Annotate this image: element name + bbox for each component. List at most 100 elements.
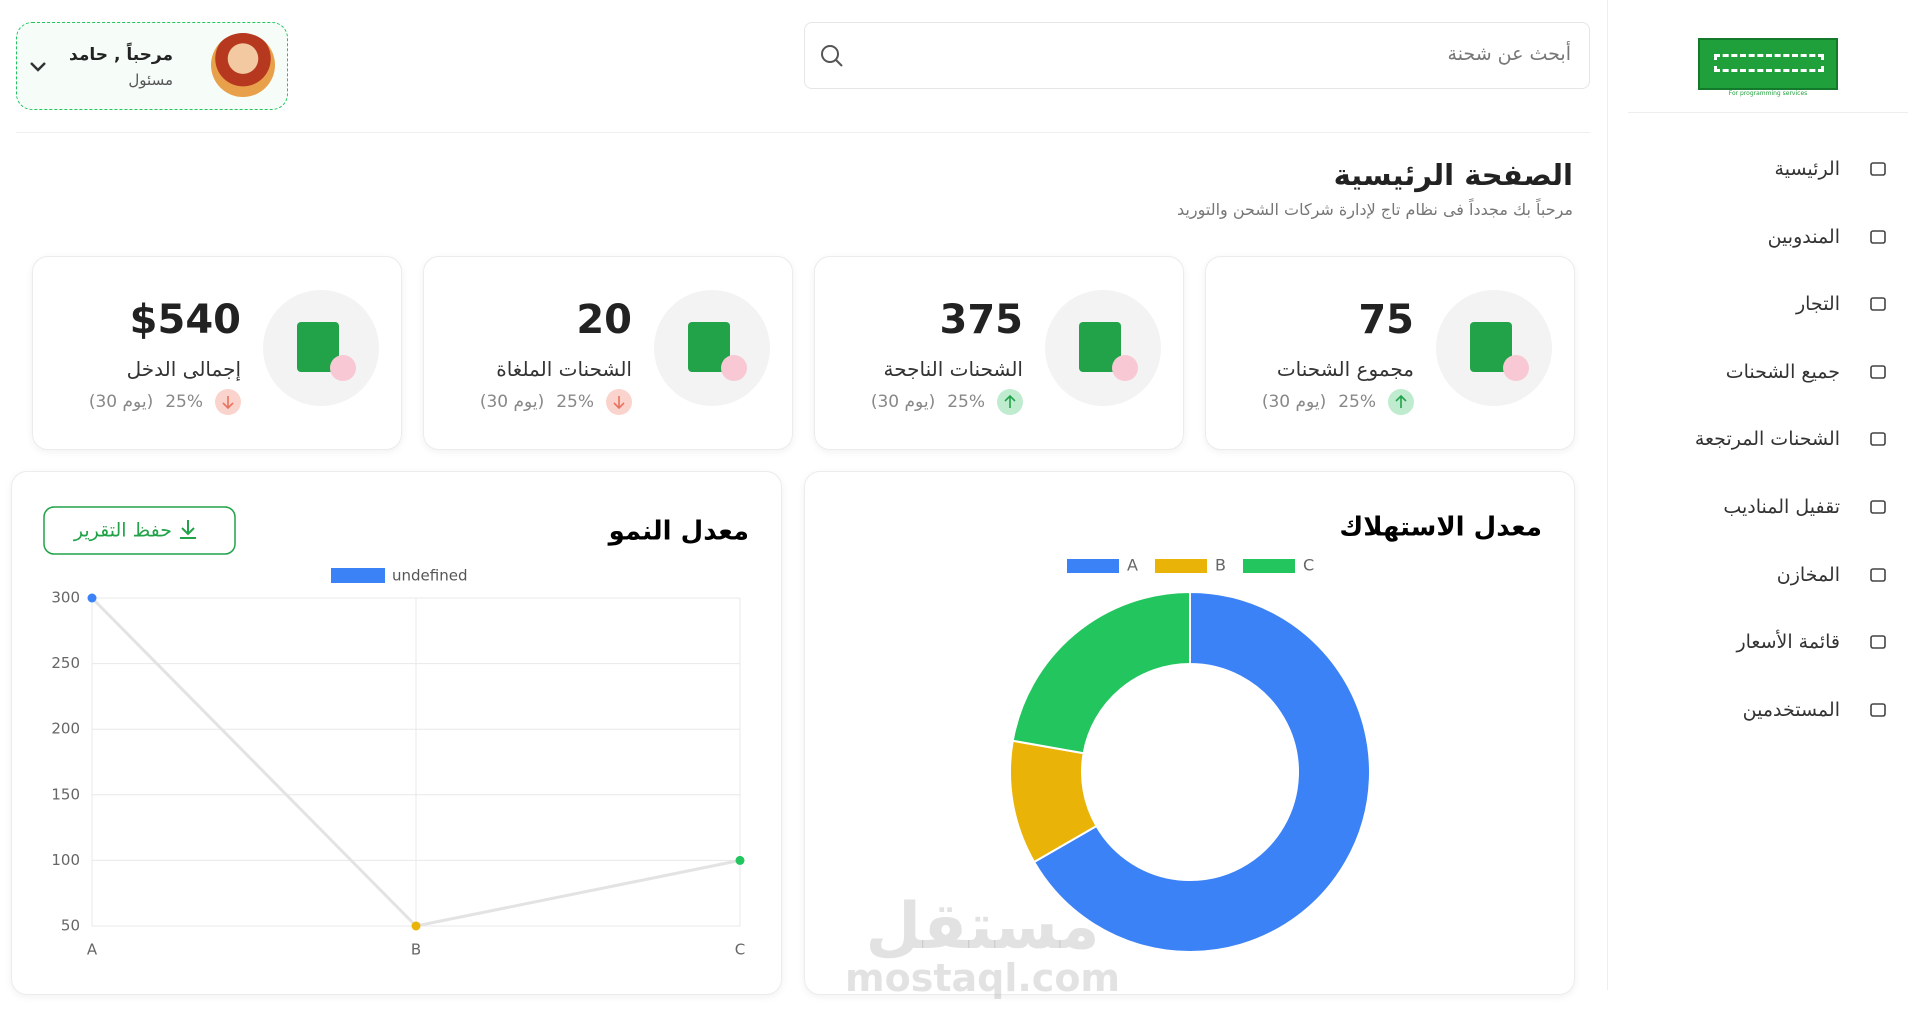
data-point bbox=[411, 921, 421, 931]
icon-badge bbox=[1503, 355, 1529, 381]
stat-icon bbox=[263, 290, 379, 406]
stat-value: 75 bbox=[1358, 297, 1414, 343]
trend-icon bbox=[215, 389, 241, 415]
x-tick-label: A bbox=[87, 941, 98, 959]
stat-change-row: 25% (30 يوم) bbox=[480, 389, 632, 415]
nav-item[interactable]: تقفيل المناديب bbox=[1628, 487, 1888, 527]
icon-shape bbox=[1870, 364, 1886, 379]
save-button-label: حفظ التقرير bbox=[73, 520, 172, 542]
nav-label: التجار bbox=[1795, 293, 1840, 316]
trend-arrow bbox=[613, 396, 625, 410]
icon-badge bbox=[721, 355, 747, 381]
y-tick-label: 300 bbox=[51, 589, 80, 607]
nav-label: المخازن bbox=[1776, 563, 1840, 586]
x-tick-label: C bbox=[735, 941, 745, 959]
watermark-latin: mostaql.com bbox=[845, 956, 1121, 1000]
nav-label: جميع الشحنات bbox=[1725, 360, 1840, 383]
legend-swatch bbox=[1243, 559, 1295, 573]
stat-change: 25% bbox=[1338, 392, 1376, 412]
legend-label: B bbox=[1215, 556, 1226, 575]
watermark-arabic: مستقل bbox=[865, 890, 1100, 964]
stat-period: (30 يوم) bbox=[870, 392, 936, 412]
icon-body bbox=[1470, 322, 1512, 372]
legend-label: undefined bbox=[392, 567, 467, 585]
search-box[interactable]: أبحث عن شحنة bbox=[804, 22, 1590, 89]
trend-arrow bbox=[1395, 394, 1407, 408]
chart-title: معدل النمو bbox=[607, 517, 749, 547]
user-box[interactable]: مرحباً , حامد مسئول bbox=[16, 22, 288, 110]
stat-change-row: 25% (30 يوم) bbox=[89, 389, 241, 415]
nav-label: الشحنات المرتجعة bbox=[1694, 428, 1840, 451]
legend-label: A bbox=[1127, 556, 1138, 575]
sidebar: For programming services الرئيسية المندوب… bbox=[1608, 0, 1908, 1023]
x-tick-label: B bbox=[411, 941, 421, 959]
donut-slice bbox=[1032, 590, 1371, 953]
sidebar-border bbox=[1607, 0, 1608, 990]
dropdown-icon[interactable] bbox=[27, 55, 49, 77]
icon-shape bbox=[1870, 635, 1886, 649]
stat-change-row: 25% (30 يوم) bbox=[1262, 389, 1414, 415]
line-card: معدل النمو حفظ التقرير undefined 50 100 150 20… bbox=[11, 471, 782, 995]
stat-card: $540 إجمالى الدخل 25% (30 يوم) bbox=[32, 256, 402, 450]
legend-swatch bbox=[1155, 559, 1207, 573]
stat-icon bbox=[1045, 290, 1161, 406]
stat-label: إجمالى الدخل bbox=[126, 357, 241, 381]
nav-label: قائمة الأسعار bbox=[1736, 631, 1840, 654]
nav-icon bbox=[1870, 364, 1886, 379]
stat-label: مجموع الشحنات bbox=[1276, 357, 1414, 381]
logo-mark bbox=[1714, 54, 1824, 72]
data-point bbox=[87, 593, 97, 603]
y-tick-label: 50 bbox=[61, 917, 80, 935]
nav-item[interactable]: قائمة الأسعار bbox=[1628, 622, 1888, 662]
donut-card: معدل الاستهلاك A B C bbox=[804, 471, 1575, 995]
logo-caption: For programming services bbox=[1728, 90, 1808, 97]
trend-arrow bbox=[1004, 394, 1016, 408]
icon-shape bbox=[1870, 162, 1886, 176]
icon-body bbox=[688, 322, 730, 372]
nav-label: المستخدمين bbox=[1742, 698, 1840, 721]
legend-swatch bbox=[331, 568, 385, 583]
trend-arrow bbox=[222, 396, 234, 410]
data-point bbox=[735, 855, 745, 865]
y-tick-label: 100 bbox=[51, 851, 80, 869]
stat-period: (30 يوم) bbox=[479, 392, 545, 412]
line-chart: معدل النمو حفظ التقرير undefined 50 100 150 20… bbox=[43, 506, 749, 959]
nav-item[interactable]: الشحنات المرتجعة bbox=[1628, 419, 1888, 459]
logo[interactable] bbox=[1698, 38, 1838, 90]
y-tick-label: 200 bbox=[51, 720, 80, 738]
icon-shape bbox=[1870, 229, 1886, 244]
icon-badge bbox=[330, 355, 356, 381]
stat-value: 20 bbox=[576, 297, 632, 343]
nav-item[interactable]: المخازن bbox=[1628, 555, 1888, 595]
donut-chart: معدل الاستهلاك A B C bbox=[1009, 513, 1542, 953]
icon-body bbox=[1079, 322, 1121, 372]
nav-icon bbox=[1870, 635, 1886, 649]
header-divider bbox=[16, 132, 1590, 133]
divider bbox=[1628, 112, 1908, 113]
y-tick-label: 250 bbox=[51, 654, 80, 672]
stat-change: 25% bbox=[556, 392, 594, 412]
nav-item[interactable]: المندوبين bbox=[1628, 217, 1888, 257]
nav-label: تقفيل المناديب bbox=[1723, 496, 1840, 518]
nav-item[interactable]: الرئيسية bbox=[1628, 149, 1888, 189]
nav-icon bbox=[1870, 162, 1886, 176]
stat-card: 375 الشحنات الناجحة 25% (30 يوم) bbox=[814, 256, 1184, 450]
stat-period: (30 يوم) bbox=[1261, 392, 1327, 412]
stat-label: الشحنات الملغاة bbox=[496, 357, 632, 381]
watermark: مستقل mostaql.com bbox=[845, 895, 1120, 997]
icon-body bbox=[297, 322, 339, 372]
save-button[interactable] bbox=[43, 506, 236, 555]
stat-value: 375 bbox=[939, 297, 1024, 343]
stat-change: 25% bbox=[947, 392, 985, 412]
nav-item[interactable]: جميع الشحنات bbox=[1628, 352, 1888, 392]
nav-item[interactable]: التجار bbox=[1628, 284, 1888, 324]
stat-card: 20 الشحنات الملغاة 25% (30 يوم) bbox=[423, 256, 793, 450]
nav-icon bbox=[1870, 500, 1886, 514]
stat-label: الشحنات الناجحة bbox=[883, 357, 1024, 381]
stat-change: 25% bbox=[165, 392, 203, 412]
user-role: مسئول bbox=[128, 71, 173, 89]
nav-label: المندوبين bbox=[1767, 225, 1840, 248]
nav-label: الرئيسية bbox=[1774, 158, 1840, 180]
nav-item[interactable]: المستخدمين bbox=[1628, 690, 1888, 730]
